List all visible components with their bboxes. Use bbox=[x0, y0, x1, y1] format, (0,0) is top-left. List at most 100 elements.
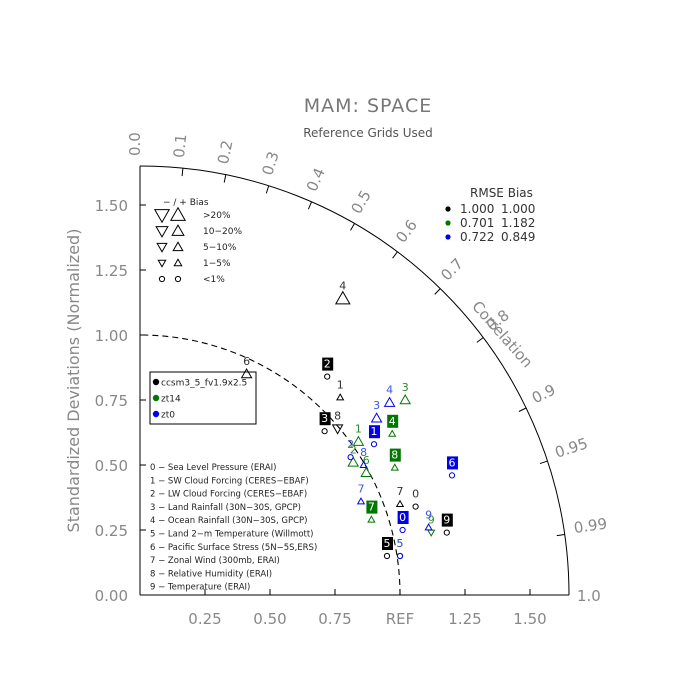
point-marker bbox=[359, 460, 368, 468]
point-label: 6 bbox=[449, 456, 456, 469]
variable-list: 0 − Sea Level Pressure (ERAI) 1 − SW Clou… bbox=[150, 463, 317, 593]
correlation-tick-label: 0.7 bbox=[437, 255, 467, 285]
point-marker bbox=[396, 552, 404, 560]
data-point: 1 bbox=[352, 423, 365, 446]
point-label: 2 bbox=[324, 358, 331, 371]
plot-frame bbox=[139, 165, 570, 596]
bias-legend: − / + Bias >20% 10−20% 5−10% 1−5% <1% bbox=[153, 198, 242, 285]
point-label-box bbox=[319, 412, 331, 426]
variable-list-item: 4 − Ocean Rainfall (30N−30S, GPCP) bbox=[150, 516, 307, 526]
chart-title: MAM: SPACE bbox=[304, 95, 432, 117]
point-marker bbox=[352, 435, 365, 446]
reference-arc bbox=[139, 334, 401, 596]
case-legend-label: zt14 bbox=[161, 395, 181, 405]
data-point: 0 bbox=[412, 488, 419, 510]
x-tick-label: 0.25 bbox=[188, 610, 221, 628]
chart-subtitle: Reference Grids Used bbox=[303, 126, 433, 140]
point-label-box bbox=[382, 537, 393, 550]
axis-ticks: 0.25 0.50 0.75 1.25 1.50REF0.000.250.500.751… bbox=[95, 197, 547, 628]
correlation-tick-label: 0.0 bbox=[126, 132, 144, 156]
point-label: 4 bbox=[339, 280, 346, 293]
data-point: 8 bbox=[359, 446, 368, 468]
point-label: 6 bbox=[243, 355, 250, 368]
variable-list-item: 9 − Temperature (ERAI) bbox=[150, 583, 250, 593]
y-tick-label: 1.25 bbox=[95, 262, 128, 280]
data-point: 3 bbox=[319, 412, 331, 435]
point-label: 3 bbox=[402, 381, 409, 394]
stats-bias: 1.000 bbox=[501, 202, 535, 216]
bias-up-triangle-icon bbox=[172, 241, 184, 252]
case-legend-item: ccsm3_5_fv1.9x2.5 bbox=[152, 378, 247, 389]
correlation-tick-label: 0.5 bbox=[347, 187, 375, 217]
point-marker bbox=[336, 393, 345, 401]
data-point: 5 bbox=[382, 537, 393, 560]
correlation-tick-mark bbox=[392, 251, 398, 259]
point-marker bbox=[370, 441, 378, 448]
variable-list-item: 0 − Sea Level Pressure (ERAI) bbox=[150, 463, 277, 473]
data-point: 7 bbox=[395, 485, 405, 507]
data-point: 1 bbox=[336, 378, 345, 401]
point-marker bbox=[356, 497, 366, 505]
case-legend-label: zt0 bbox=[161, 411, 175, 421]
outer-arc bbox=[139, 165, 570, 596]
correlation-tick-label: 0.2 bbox=[214, 139, 236, 166]
correlation-tick-label: 0.4 bbox=[303, 165, 329, 194]
point-label-box bbox=[441, 513, 453, 527]
data-point: 9 bbox=[424, 508, 433, 531]
point-label: 9 bbox=[425, 508, 432, 521]
stats-header: RMSE Bias bbox=[470, 186, 533, 200]
point-label: 3 bbox=[321, 412, 328, 425]
point-marker bbox=[383, 552, 391, 560]
correlation-tick-label: 0.1 bbox=[170, 133, 190, 159]
bias-legend-row: 10−20% bbox=[155, 224, 242, 238]
point-label-box bbox=[397, 511, 409, 524]
data-point: 1 bbox=[369, 425, 380, 448]
correlation-tick-label: 0.3 bbox=[258, 149, 282, 177]
bias-legend-label: 10−20% bbox=[203, 227, 242, 237]
point-label: 5 bbox=[397, 537, 404, 550]
data-point: 4 bbox=[383, 384, 396, 407]
point-label-box bbox=[322, 357, 334, 371]
case-dot-icon bbox=[152, 378, 160, 386]
bias-legend-label: <1% bbox=[203, 275, 225, 285]
y-tick-label: 0.00 bbox=[95, 587, 128, 605]
point-label: 3 bbox=[373, 399, 380, 412]
point-label: 0 bbox=[399, 511, 406, 524]
data-point: 6 bbox=[240, 355, 253, 379]
y-tick-label: 1.50 bbox=[95, 197, 128, 215]
correlation-tick-mark bbox=[307, 201, 313, 210]
point-marker bbox=[388, 429, 397, 437]
correlation-tick-mark bbox=[265, 185, 270, 194]
correlation-tick-label: 0.99 bbox=[573, 514, 609, 537]
bias-circle-icon bbox=[158, 275, 166, 283]
point-marker bbox=[395, 499, 405, 507]
stats-dot-icon bbox=[445, 234, 451, 240]
bias-legend-label: 5−10% bbox=[203, 243, 237, 253]
data-point: 0 bbox=[397, 511, 409, 534]
bias-up-triangle-icon bbox=[171, 224, 185, 236]
point-label: 7 bbox=[397, 485, 404, 498]
correlation-tick-mark bbox=[434, 288, 441, 295]
bias-legend-row: <1% bbox=[158, 275, 225, 285]
bias-up-triangle-icon bbox=[169, 206, 187, 221]
point-label: 8 bbox=[360, 446, 367, 459]
x-tick-label: 1.25 bbox=[448, 610, 481, 628]
variable-list-item: 6 − Pacific Surface Stress (5N−5S,ERS) bbox=[150, 543, 317, 553]
data-point: 7 bbox=[356, 482, 366, 505]
point-label-box bbox=[389, 448, 401, 462]
data-point: 5 bbox=[396, 537, 404, 560]
stats-dot-icon bbox=[445, 220, 451, 226]
point-label: 8 bbox=[391, 449, 398, 462]
point-label: 9 bbox=[428, 514, 435, 527]
point-label: 6 bbox=[363, 454, 370, 467]
bias-up-triangle-icon bbox=[173, 258, 183, 267]
bias-legend-header: − / + Bias bbox=[163, 198, 209, 208]
point-label: 4 bbox=[389, 415, 396, 428]
y-tick-label: 1.00 bbox=[95, 327, 128, 345]
x-tick-label: 1.50 bbox=[513, 610, 546, 628]
data-point: 8 bbox=[389, 448, 401, 471]
point-label: 5 bbox=[397, 537, 404, 550]
